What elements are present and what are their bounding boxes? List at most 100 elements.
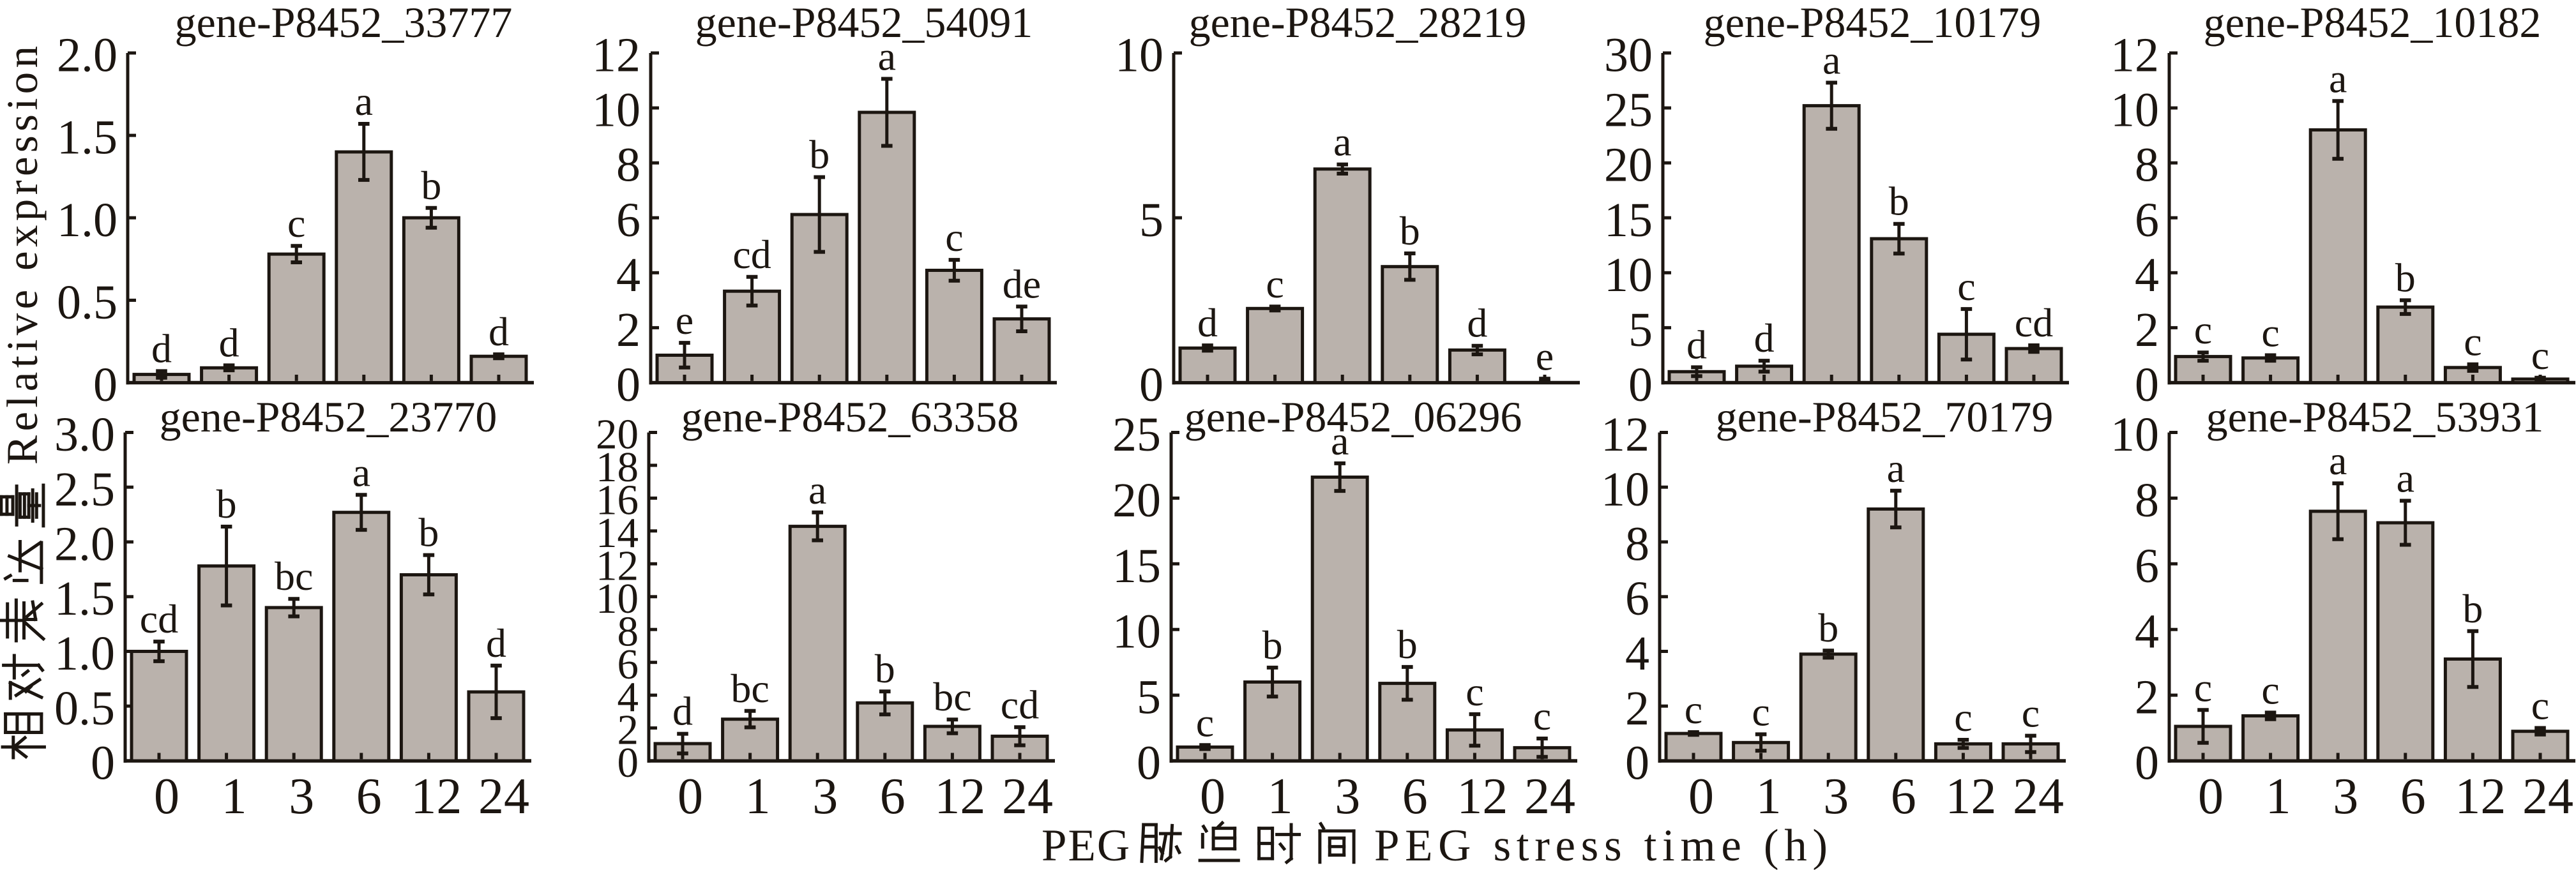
svg-text:5: 5 [1628, 303, 1653, 357]
svg-text:0: 0 [1137, 737, 1161, 790]
svg-text:gene-P8452_23770: gene-P8452_23770 [160, 393, 497, 441]
svg-text:c: c [1466, 669, 1483, 714]
svg-text:b: b [1397, 622, 1418, 667]
svg-text:0: 0 [1688, 769, 1714, 825]
svg-text:2.5: 2.5 [54, 463, 115, 516]
svg-text:12: 12 [411, 769, 462, 825]
svg-text:de: de [1003, 261, 1041, 306]
svg-text:c: c [2261, 667, 2279, 712]
svg-text:d: d [672, 689, 693, 734]
svg-text:gene-P8452_53931: gene-P8452_53931 [2206, 393, 2544, 441]
svg-text:24: 24 [2522, 769, 2573, 825]
svg-text:0: 0 [1625, 737, 1649, 790]
svg-text:0: 0 [2198, 769, 2224, 825]
svg-text:6: 6 [1891, 769, 1916, 825]
svg-text:30: 30 [1604, 29, 1653, 82]
svg-text:8: 8 [1625, 518, 1649, 571]
svg-text:20: 20 [596, 411, 639, 458]
svg-text:0: 0 [91, 737, 115, 790]
svg-text:1: 1 [1756, 769, 1782, 825]
svg-text:a: a [1887, 446, 1905, 491]
svg-text:0: 0 [616, 358, 640, 412]
svg-text:1.0: 1.0 [57, 193, 117, 247]
svg-text:24: 24 [1524, 769, 1575, 825]
svg-text:cd: cd [1001, 682, 1039, 727]
svg-text:3: 3 [812, 769, 838, 825]
svg-text:0: 0 [93, 358, 117, 412]
svg-text:8: 8 [617, 608, 639, 655]
svg-text:12: 12 [934, 769, 985, 825]
svg-text:2: 2 [2135, 671, 2159, 724]
svg-text:2: 2 [1625, 682, 1649, 735]
svg-text:2: 2 [616, 303, 640, 357]
svg-text:b: b [2395, 255, 2416, 300]
svg-text:c: c [2531, 333, 2549, 378]
svg-text:6: 6 [2400, 769, 2426, 825]
svg-text:0.5: 0.5 [57, 276, 117, 329]
svg-text:c: c [1954, 694, 1972, 740]
svg-text:10: 10 [1115, 29, 1163, 82]
svg-text:10: 10 [2110, 84, 2159, 137]
svg-text:a: a [355, 79, 373, 124]
svg-text:16: 16 [596, 477, 639, 524]
svg-text:b: b [1262, 622, 1283, 668]
svg-text:cd: cd [140, 596, 178, 641]
svg-text:b: b [809, 132, 830, 177]
svg-text:0: 0 [678, 769, 703, 825]
svg-text:a: a [1333, 119, 1351, 165]
svg-text:a: a [808, 467, 826, 513]
svg-text:c: c [2194, 307, 2212, 352]
svg-text:0: 0 [154, 769, 179, 825]
svg-text:8: 8 [616, 139, 640, 192]
svg-text:0: 0 [1628, 358, 1653, 412]
svg-text:0: 0 [2135, 737, 2159, 790]
svg-text:d: d [1467, 301, 1487, 346]
svg-text:10: 10 [1112, 605, 1161, 659]
svg-text:6: 6 [617, 641, 639, 688]
svg-text:cd: cd [2015, 300, 2053, 345]
svg-text:2: 2 [617, 707, 639, 754]
svg-text:1.5: 1.5 [57, 111, 117, 165]
svg-text:gene-P8452_06296: gene-P8452_06296 [1185, 393, 1522, 441]
svg-text:4: 4 [2135, 605, 2159, 659]
svg-text:3: 3 [289, 769, 314, 825]
svg-text:8: 8 [2135, 139, 2159, 192]
svg-text:20: 20 [1112, 474, 1161, 527]
svg-text:1: 1 [745, 769, 771, 825]
svg-text:6: 6 [2135, 193, 2159, 247]
svg-text:Relative expression: Relative expression [0, 46, 47, 465]
svg-text:d: d [1754, 315, 1775, 361]
svg-text:10: 10 [2110, 408, 2159, 461]
svg-text:d: d [151, 326, 172, 371]
svg-text:6: 6 [356, 769, 382, 825]
svg-text:0: 0 [1139, 358, 1163, 412]
svg-text:d: d [489, 309, 509, 354]
svg-text:4: 4 [617, 673, 639, 721]
svg-text:c: c [1957, 264, 1975, 309]
svg-text:a: a [2329, 438, 2347, 483]
svg-text:d: d [219, 320, 239, 365]
svg-text:c: c [2194, 664, 2212, 710]
svg-text:a: a [878, 34, 896, 79]
svg-text:1.5: 1.5 [54, 572, 115, 626]
svg-text:6: 6 [1625, 572, 1649, 626]
svg-text:c: c [1196, 700, 1214, 745]
svg-text:d: d [1686, 322, 1707, 367]
svg-text:24: 24 [478, 769, 529, 825]
svg-text:c: c [945, 214, 963, 260]
svg-text:gene-P8452_70179: gene-P8452_70179 [1716, 393, 2054, 441]
svg-text:b: b [1400, 208, 1420, 253]
svg-text:25: 25 [1604, 84, 1653, 137]
svg-text:b: b [875, 646, 895, 691]
svg-text:2: 2 [2135, 303, 2159, 357]
svg-text:8: 8 [2135, 474, 2159, 527]
svg-text:b: b [216, 481, 237, 527]
svg-text:gene-P8452_63358: gene-P8452_63358 [681, 393, 1019, 441]
svg-text:gene-P8452_33777: gene-P8452_33777 [175, 0, 513, 47]
svg-text:b: b [2462, 586, 2483, 631]
svg-text:c: c [2464, 319, 2481, 364]
svg-text:bc: bc [731, 666, 769, 711]
svg-text:0.5: 0.5 [54, 682, 115, 735]
svg-text:b: b [421, 163, 441, 208]
svg-text:c: c [287, 200, 305, 246]
